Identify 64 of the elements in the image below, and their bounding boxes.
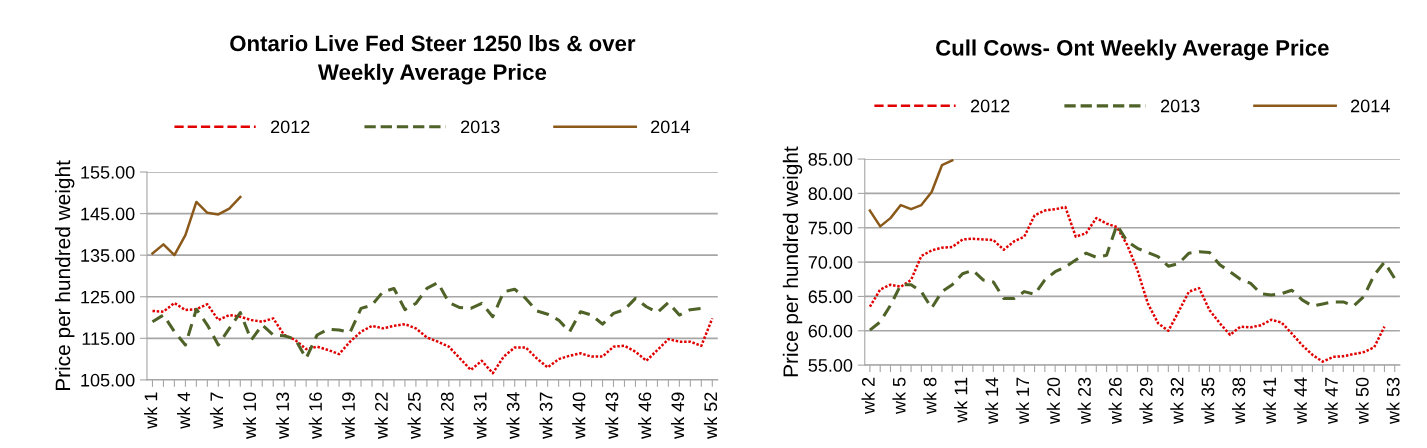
x-tick-label: wk 50 xyxy=(1355,377,1369,425)
legend-label: 2012 xyxy=(271,120,310,134)
x-tick-label: wk 37 xyxy=(539,392,553,439)
x-tick-label: wk 23 xyxy=(1077,377,1091,425)
x-tick-label: wk 1 xyxy=(144,392,158,429)
y-tick-label: 55.00 xyxy=(808,359,853,372)
y-tick-label: 60.00 xyxy=(808,324,853,338)
x-tick-label: wk 53 xyxy=(1386,377,1400,425)
legend-label: 2014 xyxy=(1351,99,1390,113)
line-series xyxy=(868,159,954,228)
x-tick-label: wk 26 xyxy=(1108,377,1122,425)
x-tick-label: wk 28 xyxy=(440,392,454,439)
x-tick-label: wk 35 xyxy=(1201,377,1215,425)
x-tick-label: wk 22 xyxy=(374,392,388,439)
x-tick-label: wk 52 xyxy=(703,392,718,439)
y-tick-label: 125.00 xyxy=(81,290,135,304)
x-tick-label: wk 16 xyxy=(308,392,322,439)
x-tick-label: wk 19 xyxy=(341,392,355,439)
x-tick-label: wk 47 xyxy=(1324,377,1338,425)
legend-label: 2012 xyxy=(970,99,1010,113)
y-axis-title: Price per hundred weight xyxy=(782,146,803,377)
chart-title: Cull Cows- Ont Weekly Average Price xyxy=(936,39,1329,61)
x-tick-label: wk 14 xyxy=(984,377,999,425)
x-tick-label: wk 31 xyxy=(473,392,487,439)
y-tick-label: 135.00 xyxy=(81,249,135,262)
chart-title: Ontario Live Fed Steer 1250 lbs & over Weekly Average Price xyxy=(230,34,636,85)
x-tick-label: wk 43 xyxy=(605,392,619,439)
y-tick-label: 145.00 xyxy=(81,207,135,221)
y-tick-label: 65.00 xyxy=(808,290,853,304)
y-tick-label: 75.00 xyxy=(808,221,853,235)
x-tick-label: wk 13 xyxy=(275,392,290,439)
legend-label: 2013 xyxy=(461,120,500,134)
x-tick-label: wk 8 xyxy=(923,377,937,415)
line-series xyxy=(150,281,703,360)
x-tick-label: wk 29 xyxy=(1139,377,1153,425)
x-tick-label: wk 38 xyxy=(1231,377,1246,425)
legend-label: 2013 xyxy=(1161,99,1200,113)
x-tick-label: wk 20 xyxy=(1046,377,1060,425)
x-tick-label: wk 34 xyxy=(506,392,520,439)
y-tick-label: 155.00 xyxy=(81,165,135,179)
y-tick-label: 85.00 xyxy=(808,152,853,166)
x-tick-label: wk 10 xyxy=(242,392,257,439)
line-series xyxy=(151,301,714,375)
x-tick-label: wk 46 xyxy=(638,392,652,439)
x-tick-label: wk 4 xyxy=(176,392,191,429)
x-tick-label: wk 44 xyxy=(1293,377,1307,425)
line-series xyxy=(868,205,1386,363)
line-series xyxy=(151,195,242,257)
x-tick-label: wk 25 xyxy=(407,392,421,439)
x-tick-label: wk 2 xyxy=(861,377,875,415)
x-tick-label: wk 40 xyxy=(572,392,586,439)
x-tick-label: wk 7 xyxy=(209,392,223,429)
legend-label: 2014 xyxy=(651,120,690,134)
y-tick-label: 105.00 xyxy=(81,373,135,387)
x-tick-label: wk 5 xyxy=(892,377,906,415)
y-axis-title: Price per hundred weight xyxy=(54,160,75,391)
x-tick-label: wk 11 xyxy=(954,377,968,423)
x-tick-label: wk 49 xyxy=(670,392,685,439)
y-tick-label: 80.00 xyxy=(808,187,853,201)
x-tick-label: wk 41 xyxy=(1262,377,1276,425)
x-tick-label: wk 17 xyxy=(1015,377,1029,425)
x-tick-label: wk 32 xyxy=(1170,377,1184,425)
y-tick-label: 115.00 xyxy=(82,332,135,346)
y-tick-label: 70.00 xyxy=(808,256,853,269)
